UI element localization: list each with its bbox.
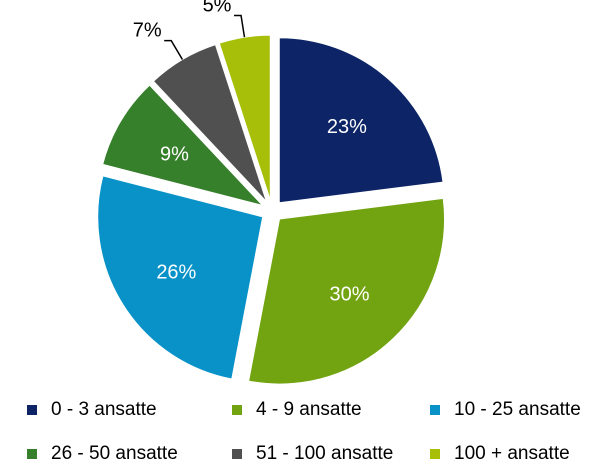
- label-leader-line: [234, 14, 246, 38]
- pie-slice: [248, 197, 446, 385]
- pie-chart: 23% 30% 26% 9% 7% 5%: [97, 0, 446, 385]
- slice-data-label: 7%: [133, 20, 162, 42]
- legend-swatch: [430, 405, 440, 415]
- legend-label: 0 - 3 ansatte: [51, 399, 157, 420]
- legend-item-51-100: 51 - 100 ansatte: [232, 443, 393, 465]
- pie-slice: [102, 84, 265, 207]
- pie-slice: [218, 34, 271, 201]
- legend-swatch: [232, 405, 242, 415]
- slice-data-label: 23%: [327, 116, 367, 138]
- legend-label: 100 + ansatte: [454, 443, 570, 464]
- legend-item-0-3: 0 - 3 ansatte: [27, 399, 157, 421]
- legend-item-4-9: 4 - 9 ansatte: [232, 399, 362, 421]
- pie-slice: [278, 37, 444, 204]
- pie-slice: [97, 175, 264, 380]
- pie-slices: [97, 34, 446, 385]
- legend-item-26-50: 26 - 50 ansatte: [27, 443, 178, 465]
- legend-label: 51 - 100 ansatte: [256, 443, 394, 464]
- pie-slice: [152, 43, 267, 202]
- legend-label: 4 - 9 ansatte: [256, 399, 362, 420]
- label-leader-line: [164, 39, 184, 60]
- legend-swatch: [27, 449, 37, 459]
- legend-swatch: [27, 405, 37, 415]
- legend-label: 10 - 25 ansatte: [454, 399, 581, 420]
- slice-data-label: 9%: [160, 143, 189, 165]
- legend-label: 26 - 50 ansatte: [51, 443, 178, 464]
- legend-item-10-25: 10 - 25 ansatte: [430, 399, 581, 421]
- slice-data-label: 30%: [330, 284, 370, 306]
- legend-item-100-plus: 100 + ansatte: [430, 443, 570, 465]
- legend-swatch: [232, 449, 242, 459]
- pie-labels: 23% 30% 26% 9% 7% 5%: [133, 0, 370, 306]
- slice-data-label: 26%: [156, 262, 196, 284]
- legend-swatch: [430, 449, 440, 459]
- slice-data-label: 5%: [203, 0, 232, 16]
